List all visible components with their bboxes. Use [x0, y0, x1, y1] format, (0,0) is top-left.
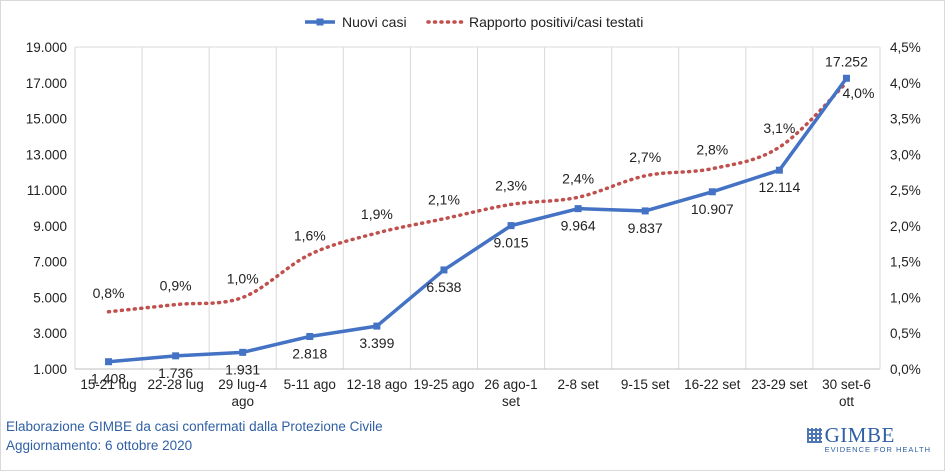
data-label-rapporto: 0,9%	[160, 278, 192, 294]
data-label-nuovi-casi: 9.964	[561, 218, 596, 234]
data-labels: 1.408 1.736 1.931 2.818 3.399 6.538 9.015 9.964…	[91, 53, 874, 386]
y-left-tick-label: 1.000	[33, 362, 67, 377]
data-label-nuovi-casi: 1.931	[225, 361, 260, 377]
logo-tagline: EVIDENCE FOR HEALTH	[825, 445, 931, 454]
y-left-tick-label: 3.000	[33, 326, 67, 341]
y-right-tick-label: 1,0%	[890, 290, 921, 305]
data-label-rapporto: 2,1%	[428, 192, 460, 208]
y-left-tick-label: 19.000	[26, 40, 67, 55]
legend-label-rapporto: Rapporto positivi/casi testati	[469, 14, 643, 30]
data-label-rapporto: 1,0%	[227, 270, 259, 286]
data-label-nuovi-casi: 3.399	[359, 335, 394, 351]
x-tick-label: 29 lug-4 ago	[218, 377, 267, 409]
data-point-nuovi-casi	[776, 167, 783, 174]
y-right-tick-label: 2,0%	[890, 219, 921, 234]
gimbe-logo: GIMBE EVIDENCE FOR HEALTH	[807, 425, 931, 454]
y-right-tick-label: 2,5%	[890, 183, 921, 198]
y-right-tick-label: 3,5%	[890, 112, 921, 127]
logo-wordmark: GIMBE	[825, 425, 895, 445]
line-chart: 1.000 3.000 5.000 7.000 9.000 11.000 13.000 15.…	[0, 0, 945, 471]
data-point-nuovi-casi	[575, 205, 582, 212]
data-label-rapporto: 2,7%	[629, 149, 661, 165]
data-point-nuovi-casi	[843, 75, 850, 82]
x-tick-label: 12-18 ago	[346, 377, 407, 392]
x-tick-label: 30 set-6 ott	[822, 377, 871, 409]
y-left-tick-label: 13.000	[26, 147, 67, 162]
data-label-rapporto: 1,6%	[294, 228, 326, 244]
data-label-nuovi-casi: 9.015	[494, 235, 529, 251]
x-tick-label: 19-25 ago	[414, 377, 475, 392]
legend-marker-nuovi-casi	[317, 19, 324, 26]
y-right-tick-label: 0,5%	[890, 326, 921, 341]
data-point-nuovi-casi	[642, 207, 649, 214]
data-label-nuovi-casi: 10.907	[691, 201, 734, 217]
legend-label-nuovi-casi: Nuovi casi	[342, 14, 407, 30]
source-credit: Elaborazione GIMBE da casi confermati da…	[6, 417, 383, 436]
axes: 1.000 3.000 5.000 7.000 9.000 11.000 13.000 15.…	[26, 40, 921, 409]
data-point-nuovi-casi	[306, 333, 313, 340]
y-left-tick-label: 11.000	[27, 183, 67, 198]
y-right-tick-label: 3,0%	[890, 147, 921, 162]
data-point-nuovi-casi	[239, 349, 246, 356]
data-label-nuovi-casi: 17.252	[825, 53, 868, 69]
data-label-rapporto: 0,8%	[93, 285, 125, 301]
source-note: Elaborazione GIMBE da casi confermati da…	[6, 417, 383, 455]
data-label-nuovi-casi: 6.538	[426, 279, 461, 295]
y-right-tick-label: 0,0%	[890, 362, 921, 377]
update-date: Aggiornamento: 6 ottobre 2020	[6, 436, 383, 455]
y-right-tick-label: 4,5%	[890, 40, 921, 55]
data-label-nuovi-casi: 12.114	[758, 179, 800, 195]
data-label-rapporto: 3,1%	[763, 120, 795, 136]
data-label-rapporto: 1,9%	[361, 206, 393, 222]
data-point-nuovi-casi	[440, 266, 447, 273]
y-left-tick-label: 7.000	[33, 255, 67, 270]
data-point-nuovi-casi	[709, 188, 716, 195]
data-label-rapporto: 2,3%	[495, 177, 527, 193]
data-label-nuovi-casi: 1.736	[158, 365, 193, 381]
y-left-tick-label: 9.000	[33, 219, 67, 234]
y-right-tick-label: 4,0%	[890, 76, 921, 91]
data-point-nuovi-casi	[105, 358, 112, 365]
x-tick-label: 26 ago-1 set	[484, 377, 537, 409]
y-left-tick-label: 15.000	[26, 112, 67, 127]
data-point-nuovi-casi	[172, 352, 179, 359]
x-tick-label: 2-8 set	[557, 377, 599, 392]
x-tick-label: 9-15 set	[621, 377, 670, 392]
data-label-nuovi-casi: 1.408	[91, 371, 126, 387]
x-tick-label: 16-22 set	[684, 377, 741, 392]
y-right-tick-label: 1,5%	[890, 255, 921, 270]
data-label-rapporto: 4,0%	[842, 85, 874, 101]
data-label-nuovi-casi: 9.837	[628, 220, 663, 236]
data-point-nuovi-casi	[373, 323, 380, 330]
gridlines	[75, 47, 880, 369]
x-tick-label: 23-29 set	[751, 377, 808, 392]
logo-grid-icon	[807, 428, 822, 443]
data-label-nuovi-casi: 2.818	[292, 345, 327, 361]
data-label-rapporto: 2,4%	[562, 170, 594, 186]
data-label-rapporto: 2,8%	[696, 142, 728, 158]
data-point-nuovi-casi	[508, 222, 515, 229]
legend: Nuovi casi Rapporto positivi/casi testati	[305, 14, 643, 30]
x-tick-label: 5-11 ago	[284, 377, 336, 392]
y-left-tick-label: 17.000	[26, 76, 67, 91]
y-left-tick-label: 5.000	[33, 290, 67, 305]
